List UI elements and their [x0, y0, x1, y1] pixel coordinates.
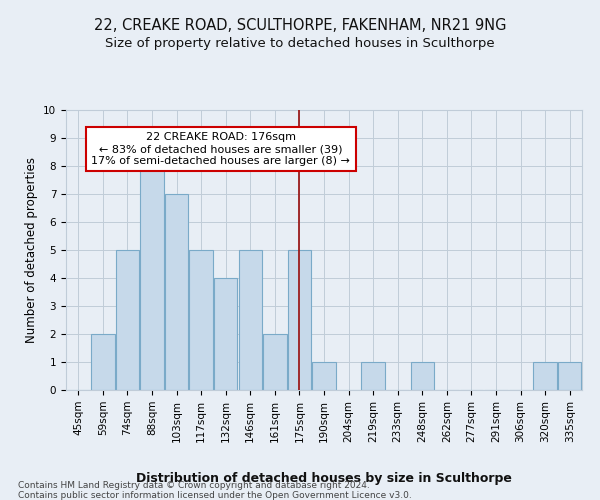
- Y-axis label: Number of detached properties: Number of detached properties: [25, 157, 38, 343]
- Bar: [558, 362, 581, 390]
- Bar: [410, 362, 434, 390]
- Text: 22, CREAKE ROAD, SCULTHORPE, FAKENHAM, NR21 9NG: 22, CREAKE ROAD, SCULTHORPE, FAKENHAM, N…: [94, 18, 506, 32]
- Bar: [116, 250, 139, 390]
- Bar: [190, 250, 213, 390]
- Bar: [263, 334, 287, 390]
- Bar: [239, 250, 262, 390]
- Text: Size of property relative to detached houses in Sculthorpe: Size of property relative to detached ho…: [105, 38, 495, 51]
- Bar: [361, 362, 385, 390]
- Bar: [214, 278, 238, 390]
- Bar: [288, 250, 311, 390]
- Text: Distribution of detached houses by size in Sculthorpe: Distribution of detached houses by size …: [136, 472, 512, 485]
- Text: 22 CREAKE ROAD: 176sqm
← 83% of detached houses are smaller (39)
17% of semi-det: 22 CREAKE ROAD: 176sqm ← 83% of detached…: [91, 132, 350, 166]
- Bar: [313, 362, 335, 390]
- Bar: [91, 334, 115, 390]
- Bar: [165, 194, 188, 390]
- Text: Contains HM Land Registry data © Crown copyright and database right 2024.
Contai: Contains HM Land Registry data © Crown c…: [18, 480, 412, 500]
- Bar: [533, 362, 557, 390]
- Bar: [140, 166, 164, 390]
